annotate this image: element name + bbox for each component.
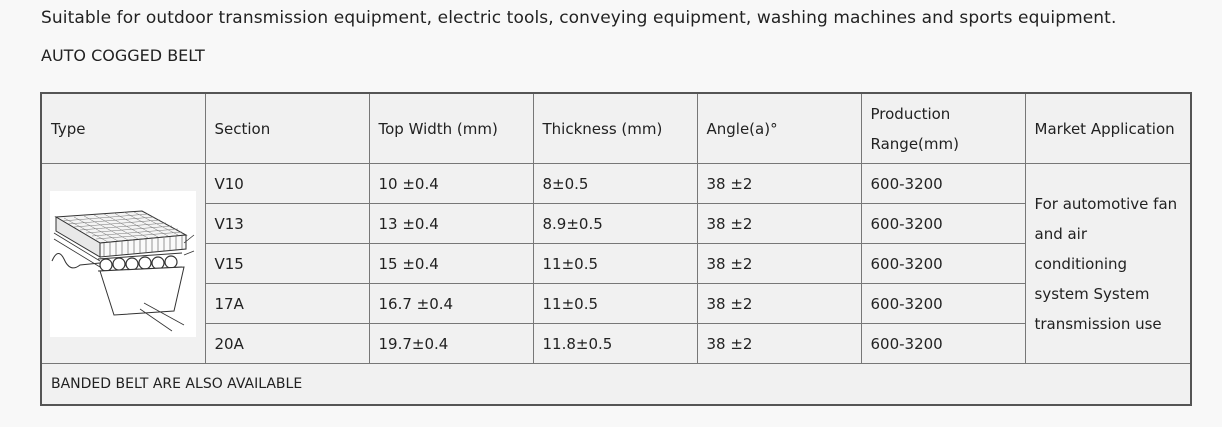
cell-production-range: 600-3200	[860, 323, 1026, 364]
cell-production-range: 600-3200	[860, 163, 1026, 204]
table-row: 20A 19.7±0.4 11.8±0.5 38 ±2 600-3200	[41, 323, 1191, 364]
intro-text: Suitable for outdoor transmission equipm…	[41, 8, 1117, 28]
cell-angle: 38 ±2	[696, 203, 862, 244]
table-row: 17A 16.7 ±0.4 11±0.5 38 ±2 600-3200	[41, 283, 1191, 324]
cell-angle: 38 ±2	[696, 243, 862, 284]
cell-angle: 38 ±2	[696, 283, 862, 324]
table-row: V15 15 ±0.4 11±0.5 38 ±2 600-3200	[41, 243, 1191, 284]
cogged-belt-illustration	[50, 190, 197, 337]
table-header-row: Type Section Top Width (mm) Thickness (m…	[40, 92, 1192, 164]
cell-thickness: 11±0.5	[532, 243, 698, 284]
header-type: Type	[40, 92, 206, 164]
cell-section: V10	[204, 163, 370, 204]
cell-top-width: 19.7±0.4	[368, 323, 534, 364]
footer-note: BANDED BELT ARE ALSO AVAILABLE	[40, 363, 1192, 406]
cell-thickness: 8.9±0.5	[532, 203, 698, 244]
cell-thickness: 11.8±0.5	[532, 323, 698, 364]
header-market-application: Market Application	[1024, 92, 1192, 164]
table-footer-row: BANDED BELT ARE ALSO AVAILABLE	[40, 363, 1192, 406]
table-row: V13 13 ±0.4 8.9±0.5 38 ±2 600-3200	[41, 203, 1191, 244]
header-production-range: Production Range(mm)	[860, 92, 1026, 164]
header-thickness: Thickness (mm)	[532, 92, 698, 164]
cell-top-width: 13 ±0.4	[368, 203, 534, 244]
cell-production-range: 600-3200	[860, 283, 1026, 324]
cell-thickness: 11±0.5	[532, 283, 698, 324]
market-application-cell: For automotive fan and air conditioning …	[1024, 163, 1192, 364]
cell-section: 20A	[204, 323, 370, 364]
table-row: V10 10 ±0.4 8±0.5 38 ±2 600-3200 For aut…	[40, 163, 1192, 364]
belt-image-cell	[40, 163, 206, 364]
cell-thickness: 8±0.5	[532, 163, 698, 204]
cell-top-width: 10 ±0.4	[368, 163, 534, 204]
cell-section: V15	[204, 243, 370, 284]
cell-section: 17A	[204, 283, 370, 324]
header-section: Section	[204, 92, 370, 164]
cell-production-range: 600-3200	[860, 243, 1026, 284]
cell-section: V13	[204, 203, 370, 244]
cell-top-width: 16.7 ±0.4	[368, 283, 534, 324]
cell-angle: 38 ±2	[696, 323, 862, 364]
cell-top-width: 15 ±0.4	[368, 243, 534, 284]
section-subtitle: AUTO COGGED BELT	[41, 46, 205, 65]
spec-table: Type Section Top Width (mm) Thickness (m…	[40, 92, 1192, 406]
header-top-width: Top Width (mm)	[368, 92, 534, 164]
cell-angle: 38 ±2	[696, 163, 862, 204]
cell-production-range: 600-3200	[860, 203, 1026, 244]
header-angle: Angle(a)°	[696, 92, 862, 164]
